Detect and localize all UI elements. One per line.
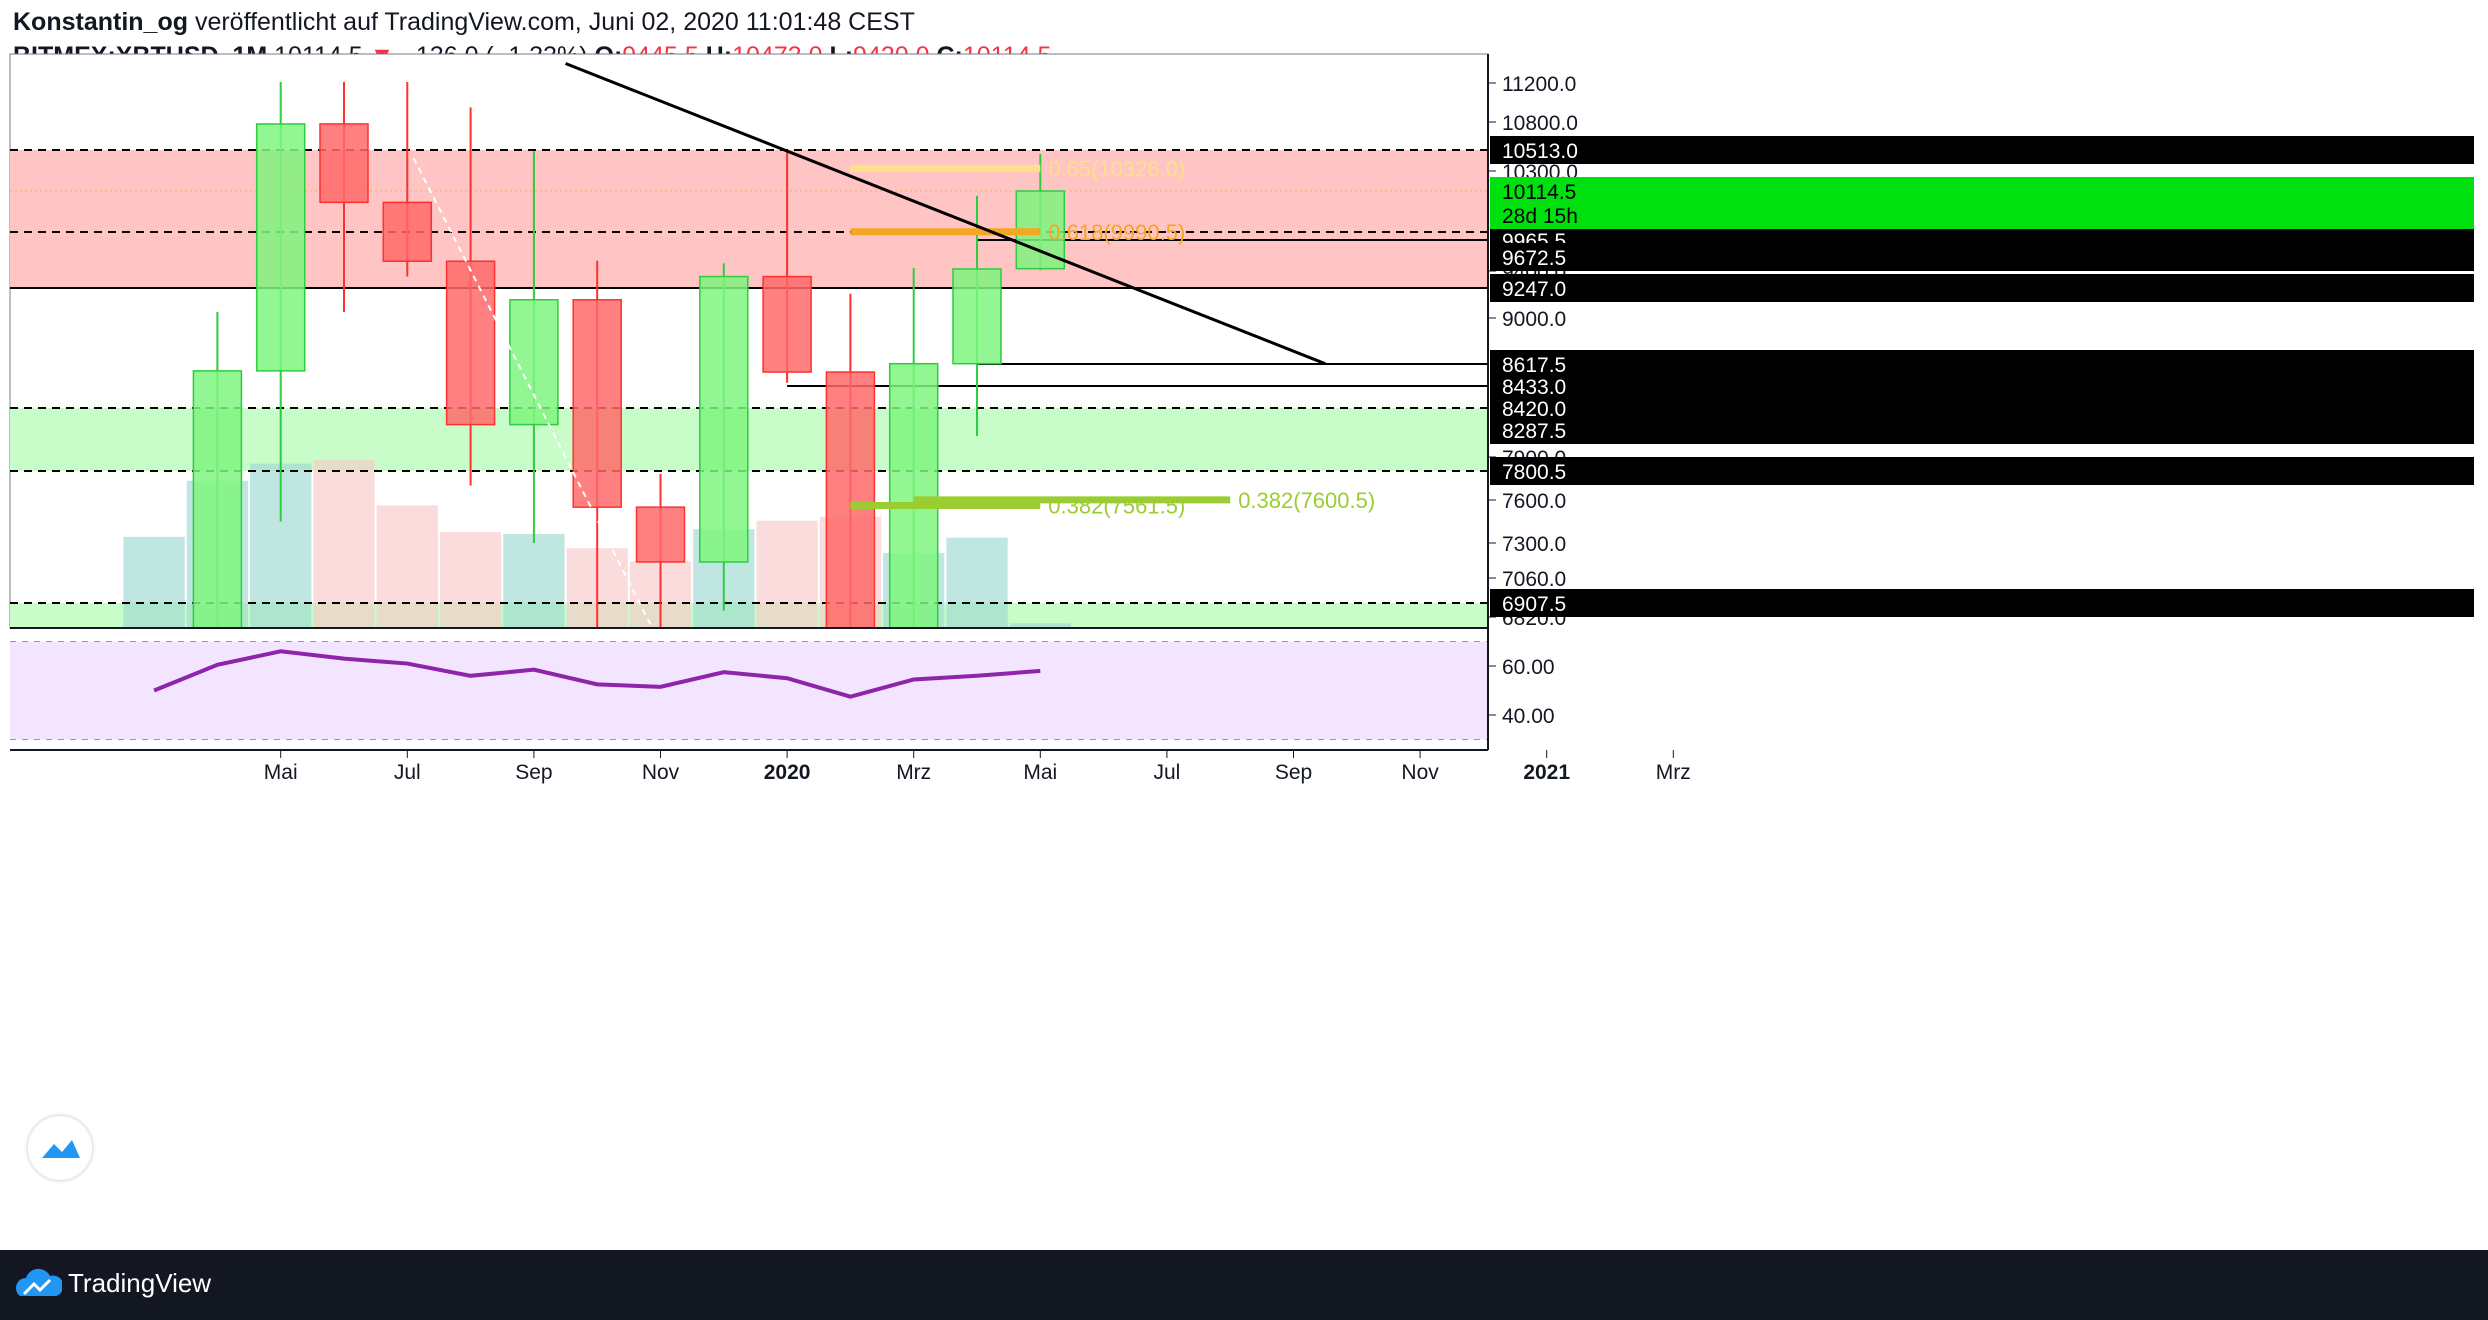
candle-body bbox=[319, 123, 369, 204]
price-tick-label: 11200.0 bbox=[1502, 73, 1576, 96]
level-badge-label: 9672.5 bbox=[1502, 247, 1566, 270]
trendline bbox=[564, 62, 1326, 366]
tradingview-brand[interactable]: TradingView bbox=[68, 1268, 212, 1298]
level-badge-label: 9247.0 bbox=[1502, 278, 1566, 301]
volume-bar bbox=[503, 533, 565, 628]
time-tick-label: Sep bbox=[1275, 761, 1312, 784]
level-badge bbox=[1490, 243, 2474, 271]
fib-label: 0.65(10326.0) bbox=[1048, 156, 1185, 181]
level-badge bbox=[1490, 274, 2474, 302]
rsi-line bbox=[153, 649, 1041, 699]
candle-body bbox=[699, 275, 749, 563]
time-tick-label: Mai bbox=[1023, 761, 1057, 784]
candle-body bbox=[509, 299, 559, 426]
time-tick-label: Jul bbox=[394, 761, 421, 784]
time-tick-label: Jul bbox=[1153, 761, 1180, 784]
candle-body bbox=[635, 506, 686, 563]
time-tick-label: Sep bbox=[515, 761, 552, 784]
current-price-badge bbox=[1490, 177, 2474, 205]
volume-bar bbox=[756, 520, 818, 628]
current-price-badge-label: 10114.5 bbox=[1502, 181, 1576, 204]
rsi-tick-label: 60.00 bbox=[1502, 656, 1555, 679]
rsi-pane bbox=[10, 640, 1488, 750]
countdown-badge bbox=[1490, 201, 2474, 229]
price-tick-label: 7600.0 bbox=[1502, 490, 1566, 513]
tradingview-cloud-icon bbox=[16, 1268, 62, 1296]
time-tick-label: Nov bbox=[1401, 761, 1439, 784]
candle-body bbox=[255, 123, 306, 372]
candle-body bbox=[888, 362, 939, 629]
level-badge-label: 8420.0 bbox=[1502, 398, 1566, 421]
level-badge bbox=[1490, 457, 2474, 485]
level-badge-label: 7800.5 bbox=[1502, 461, 1566, 484]
rsi-band bbox=[10, 641, 1488, 740]
price-tick-label: 7300.0 bbox=[1502, 533, 1566, 556]
fib-label: 0.382(7600.5) bbox=[1238, 488, 1375, 513]
author-name[interactable]: Konstantin_og bbox=[13, 8, 188, 36]
countdown-badge-label: 28d 15h bbox=[1502, 205, 1578, 228]
volume-bar bbox=[946, 537, 1008, 628]
level-badge-label: 8617.5 bbox=[1502, 354, 1566, 377]
candle-body bbox=[572, 299, 622, 508]
time-tick-label: Mrz bbox=[896, 761, 931, 784]
dashed-trendline bbox=[412, 157, 662, 645]
level-badge-label: 10513.0 bbox=[1502, 140, 1578, 163]
rsi-tick-label: 40.00 bbox=[1502, 705, 1555, 728]
time-tick-label: Nov bbox=[642, 761, 680, 784]
axes-layer: 11200.010800.010300.09400.09000.07900.07… bbox=[10, 54, 2488, 784]
candle-body bbox=[382, 201, 433, 262]
time-tick-label: Mai bbox=[264, 761, 298, 784]
level-badge bbox=[1490, 416, 2474, 444]
price-chart[interactable]: 0.65(10326.0)0.618(9990.5)0.382(7561.5) 0… bbox=[0, 0, 2488, 1250]
publish-text: veröffentlicht auf TradingView.com, Juni… bbox=[194, 8, 915, 36]
volume-bar bbox=[1009, 623, 1071, 628]
price-tick-label: 9000.0 bbox=[1502, 308, 1566, 331]
candle-body bbox=[192, 370, 243, 629]
level-badge bbox=[1490, 589, 2474, 617]
time-tick-label: 2020 bbox=[764, 761, 811, 784]
volume-bar bbox=[123, 536, 185, 628]
volume-bar bbox=[376, 505, 438, 628]
resistance-zone bbox=[10, 150, 1488, 288]
candle-body bbox=[825, 371, 876, 629]
price-tick-label: 10800.0 bbox=[1502, 112, 1578, 135]
level-badge-label: 8287.5 bbox=[1502, 420, 1566, 443]
candle-body bbox=[445, 260, 496, 426]
price-tick-label: 7060.0 bbox=[1502, 568, 1566, 591]
drawings-layer: 0.65(10326.0)0.618(9990.5)0.382(7561.5) 0… bbox=[10, 62, 1488, 645]
level-badge-label: 8433.0 bbox=[1502, 376, 1566, 399]
volume-bar bbox=[439, 532, 502, 628]
time-tick-label: 2021 bbox=[1523, 761, 1570, 784]
candles-layer bbox=[192, 82, 1066, 629]
tradingview-logo-icon[interactable] bbox=[28, 1116, 92, 1180]
level-badge bbox=[1490, 136, 2474, 164]
support-zone bbox=[10, 408, 1488, 471]
publish-info: Konstantin_og veröffentlicht auf Trading… bbox=[13, 8, 915, 37]
candle-body bbox=[952, 268, 1002, 365]
time-tick-label: Mrz bbox=[1656, 761, 1691, 784]
candle-body bbox=[762, 275, 812, 373]
fib-label: 0.618(9990.5) bbox=[1048, 220, 1185, 245]
footer-bar: TradingView bbox=[0, 1250, 2488, 1320]
level-badge-label: 6907.5 bbox=[1502, 593, 1566, 616]
volume-bar bbox=[313, 459, 375, 628]
